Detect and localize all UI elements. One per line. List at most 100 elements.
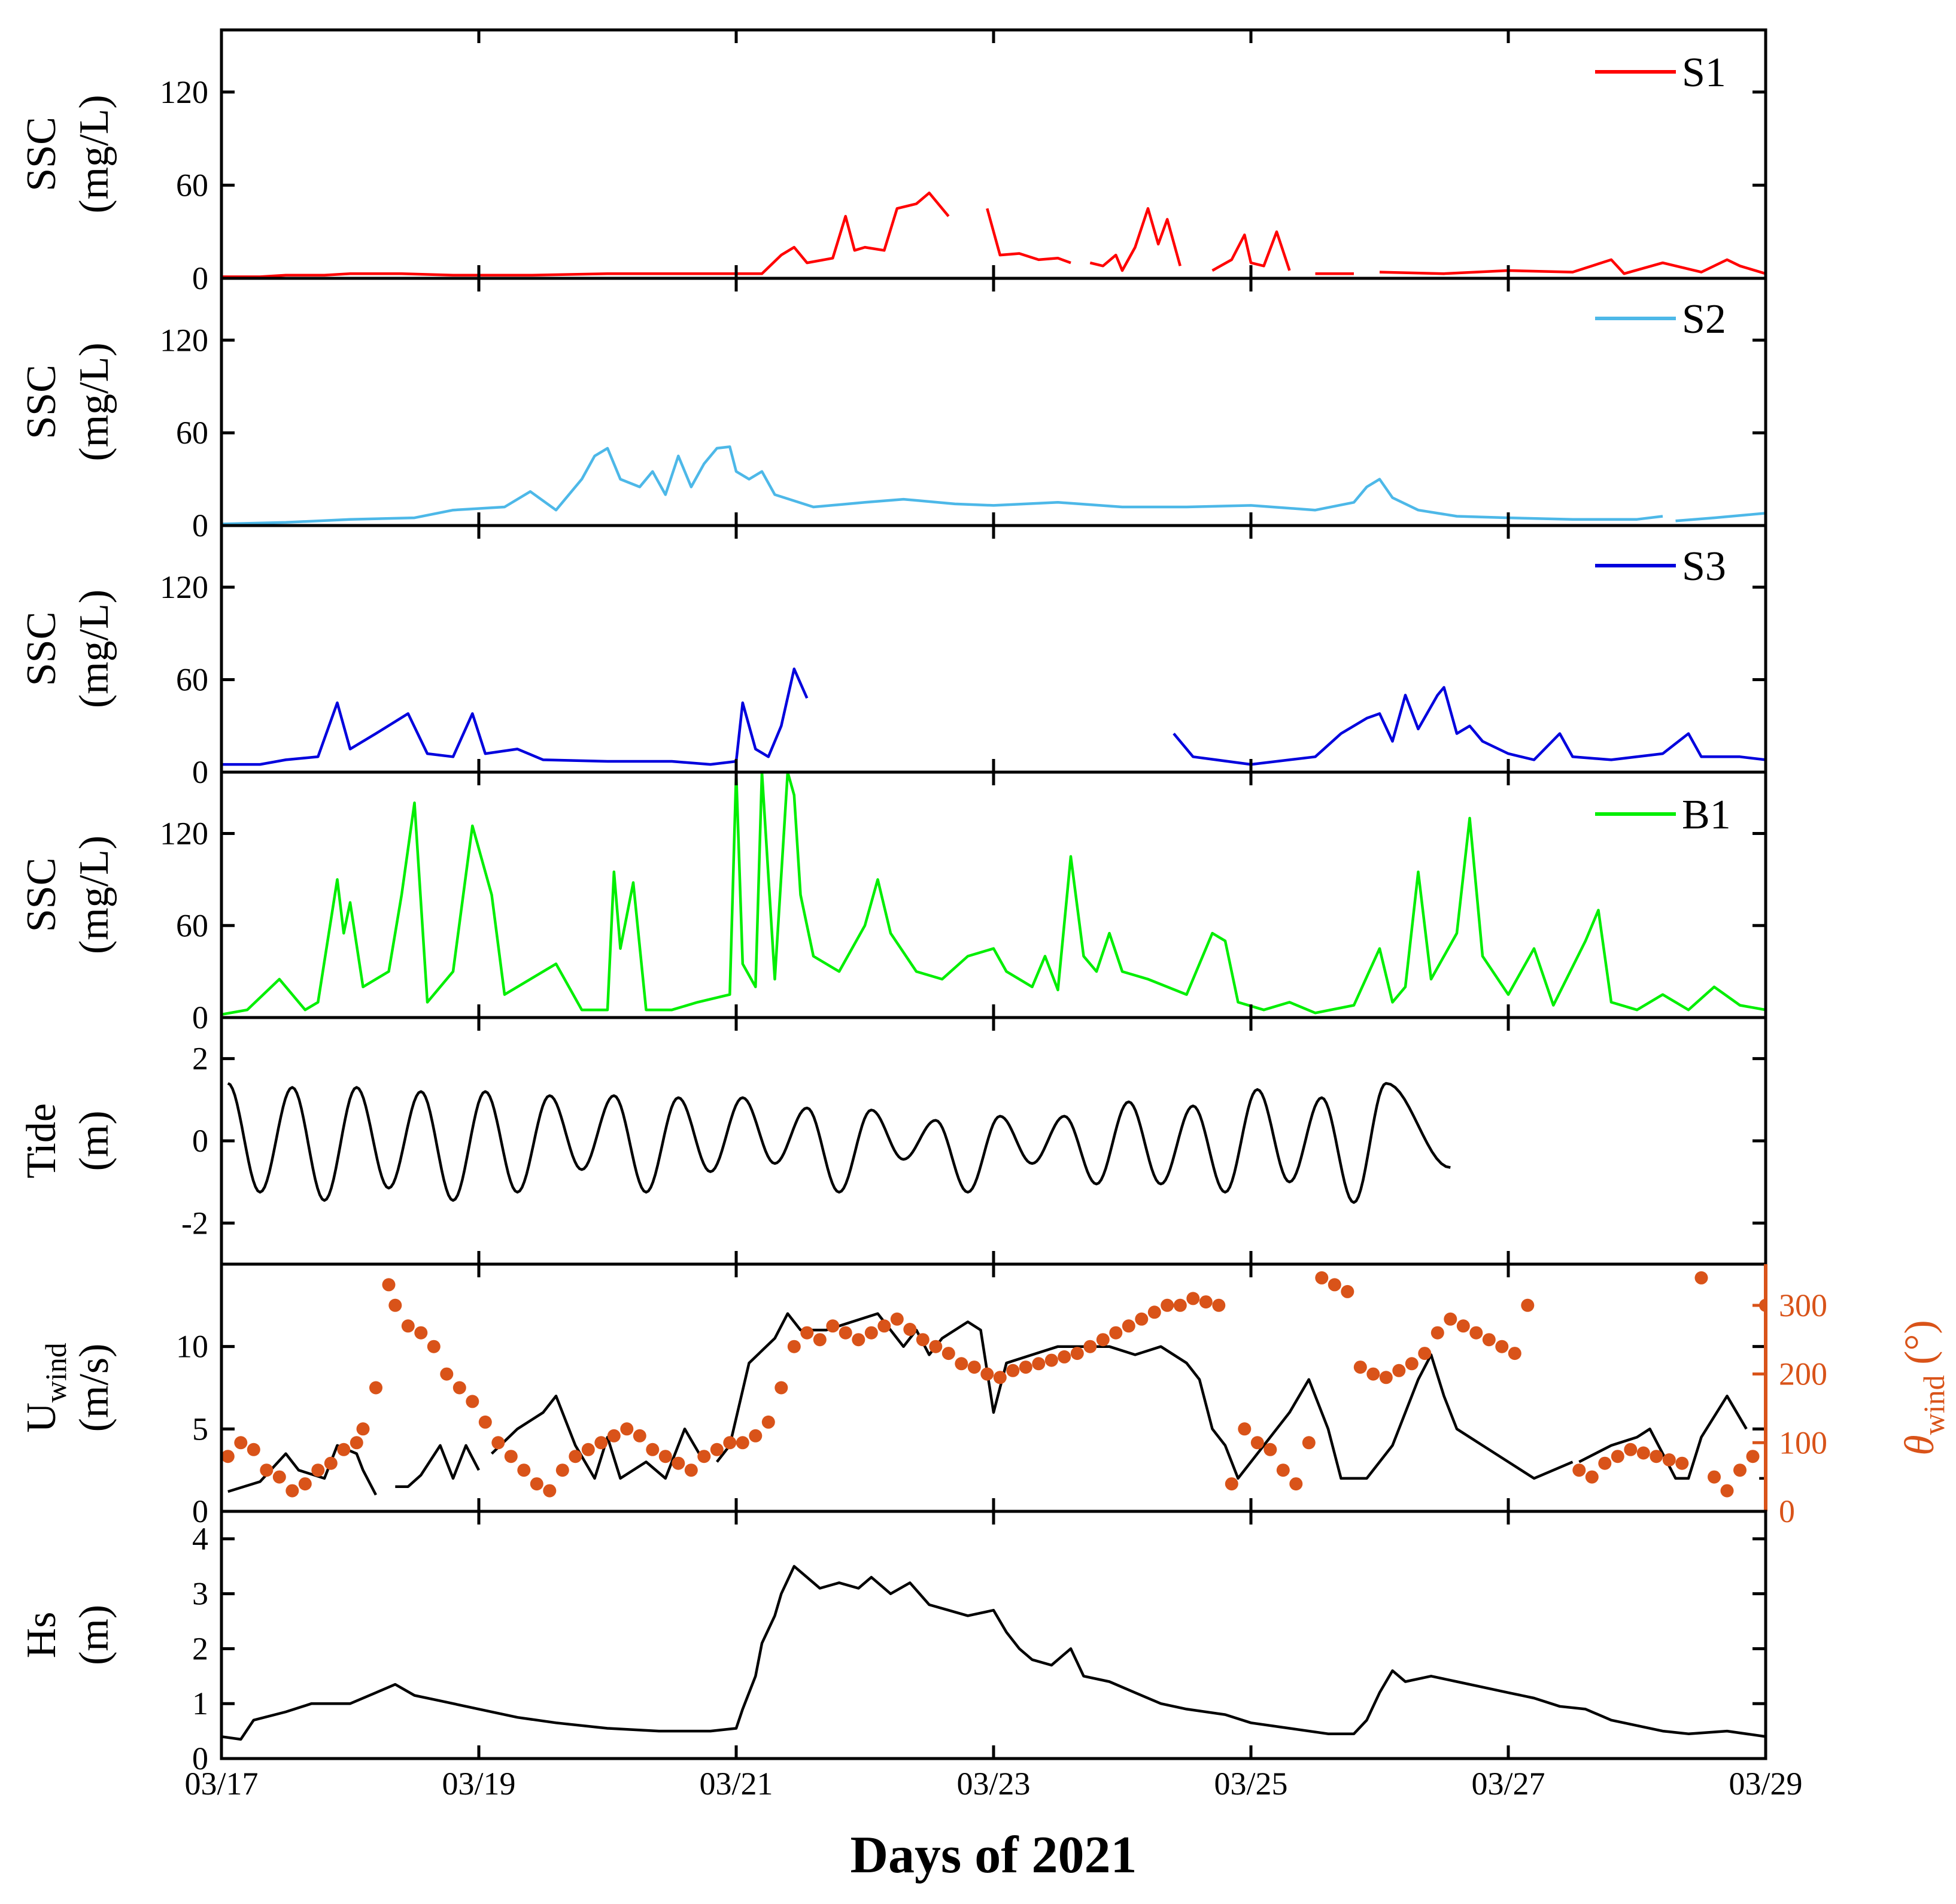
x-tick-label-4: 03/25 — [1214, 1766, 1287, 1802]
wind-series-segment — [716, 1312, 1574, 1480]
y-tick-label: 10 — [176, 1329, 208, 1365]
wind-direction-point — [1161, 1298, 1174, 1312]
y-tick-label: 0 — [192, 1741, 208, 1777]
wind-direction-point — [826, 1319, 840, 1333]
wind-direction-point — [491, 1436, 505, 1450]
wind-direction-point — [1173, 1298, 1187, 1312]
wind-direction-point — [761, 1415, 775, 1429]
wind-direction-point — [260, 1463, 274, 1477]
wind-direction-point — [1044, 1353, 1058, 1367]
y-label-line-2: (mg/L) — [71, 836, 117, 954]
wind-direction-point — [684, 1463, 698, 1477]
wind-direction-point — [452, 1381, 466, 1395]
hs-series-segment — [221, 1565, 1766, 1741]
wind-direction-point — [1006, 1364, 1020, 1377]
wind-direction-point — [1733, 1463, 1747, 1477]
right-y-tick-label: 200 — [1779, 1356, 1827, 1392]
wind-direction-point — [723, 1436, 737, 1450]
b1-legend-label: B1 — [1682, 792, 1731, 838]
wind-direction-point — [478, 1415, 492, 1429]
wind-direction-point — [916, 1333, 930, 1347]
wind-direction-point — [1624, 1443, 1638, 1456]
y-tick-label: -2 — [181, 1205, 208, 1241]
wind-direction-point — [749, 1429, 763, 1443]
wind-direction-point — [633, 1429, 646, 1443]
s2-y-axis-label: SSC (mg/L) — [19, 342, 117, 461]
wind-direction-point — [298, 1477, 312, 1491]
wind-direction-point — [1405, 1357, 1419, 1371]
s1-data — [221, 192, 1766, 278]
x-tick-label-0: 03/17 — [184, 1766, 258, 1802]
right-y-tick-label: 300 — [1779, 1287, 1827, 1323]
wind-direction-point — [504, 1450, 518, 1463]
wind-direction-point — [1289, 1477, 1303, 1491]
wind-direction-point — [890, 1312, 904, 1326]
x-tick-label-2: 03/21 — [699, 1766, 773, 1802]
wind-direction-point — [272, 1470, 286, 1484]
wind-direction-point — [1495, 1340, 1509, 1353]
wind-direction-point — [1598, 1456, 1612, 1470]
x-tick-label-3: 03/23 — [956, 1766, 1030, 1802]
s1-y-axis-label: SSC (mg/L) — [19, 95, 117, 213]
wind-direction-point — [1366, 1367, 1380, 1381]
y-tick-label: 0 — [192, 1493, 208, 1529]
y-label-line-1: SSC — [19, 612, 65, 687]
wind-direction-point — [382, 1278, 396, 1292]
y-label-line-1: SSC — [19, 117, 65, 192]
wind-direction-point — [1276, 1463, 1290, 1477]
y-tick-label: 60 — [176, 662, 208, 698]
wind-direction-point — [1482, 1333, 1496, 1347]
y-label-subscript: wind — [39, 1343, 72, 1402]
wind-direction-point — [1302, 1436, 1316, 1450]
wind-direction-point — [1662, 1453, 1676, 1466]
wind-direction-point — [1263, 1443, 1277, 1456]
wind-direction-point — [1708, 1470, 1721, 1484]
y-tick-label: 3 — [192, 1576, 208, 1612]
tide-y-axis-label: Tide (m) — [19, 1103, 117, 1179]
wind-direction-point — [1508, 1347, 1521, 1361]
y-label-line-1: Tide — [19, 1103, 65, 1179]
wind-direction-point — [864, 1326, 878, 1340]
wind-direction-point — [774, 1381, 788, 1395]
x-tick-label-6: 03/29 — [1729, 1766, 1802, 1802]
wind-direction-point — [1746, 1450, 1760, 1463]
wind-series-segment — [395, 1444, 480, 1488]
wind-direction-point — [1135, 1312, 1149, 1326]
wind-direction-point — [1444, 1312, 1457, 1326]
wind-direction-point — [1238, 1422, 1252, 1436]
s1-series-segment — [221, 192, 950, 278]
wind-direction-point — [1650, 1450, 1663, 1463]
y-label-line-2: (m/s) — [71, 1344, 117, 1432]
wind-direction-point — [1032, 1357, 1046, 1371]
wind-direction-point — [877, 1319, 891, 1333]
wind-direction-point — [607, 1429, 621, 1443]
wind-direction-point — [1199, 1295, 1213, 1309]
wind-direction-point — [1109, 1326, 1123, 1340]
s2-data — [221, 445, 1766, 526]
wind-direction-point — [401, 1319, 415, 1333]
wind-data — [221, 1271, 1766, 1498]
wind-direction-point — [852, 1333, 865, 1347]
wind-direction-point — [440, 1367, 454, 1381]
panel-s3: 0 60 120 SSC (mg/L) S3 — [19, 524, 1767, 790]
wind-direction-point — [337, 1443, 351, 1456]
wind-direction-point — [221, 1450, 235, 1463]
y-tick-label: 4 — [192, 1521, 208, 1557]
s2-axes-frame — [220, 277, 1767, 527]
wind-direction-point — [388, 1298, 402, 1312]
y-label-line-2: (m) — [71, 1110, 117, 1171]
wind-direction-point — [427, 1340, 441, 1353]
s3-series-segment — [1173, 686, 1766, 766]
wind-direction-point — [234, 1436, 248, 1450]
wind-direction-point — [1418, 1347, 1432, 1361]
wind-direction-point — [1212, 1298, 1226, 1312]
wind-direction-point — [929, 1340, 943, 1353]
wind-direction-point — [1019, 1361, 1032, 1374]
wind-direction-point — [955, 1357, 968, 1371]
wind-direction-point — [710, 1443, 724, 1456]
wind-direction-point — [1058, 1350, 1071, 1364]
s3-axes-frame — [220, 524, 1767, 774]
y-tick-label: 0 — [192, 260, 208, 296]
x-tick-label-1: 03/19 — [442, 1766, 515, 1802]
